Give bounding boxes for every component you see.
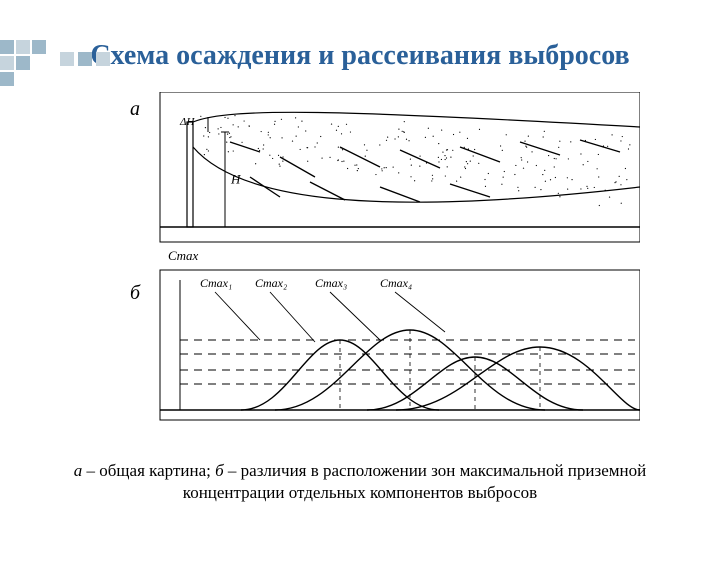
svg-text:ΔH: ΔH [179,116,195,128]
svg-text:H: H [230,172,241,187]
emission-diagram: H ΔH CmaxCmax₁ Cmax₂ Cmax₃ Cmax₄ [80,92,640,432]
panel-b-label: б [130,282,140,305]
svg-text:Cmax₁: Cmax₁ [200,276,232,290]
corner-decoration [0,40,160,90]
caption-b-text: – различия в расположении зон максимальн… [183,461,646,502]
svg-text:Cmax: Cmax [168,248,199,263]
diagram-area: а б H ΔH CmaxCmax₁ Cmax₂ Cmax₃ Cmax₄ [80,92,640,432]
svg-text:Cmax₄: Cmax₄ [380,276,412,290]
svg-text:Cmax₃: Cmax₃ [315,276,347,290]
caption: а – общая картина; б – различия в распол… [0,460,720,504]
panel-a-label: а [130,98,140,121]
caption-b-label: б [215,461,224,480]
caption-a-label: а [74,461,83,480]
svg-text:Cmax₂: Cmax₂ [255,276,287,290]
caption-a-text: – общая картина; [82,461,215,480]
